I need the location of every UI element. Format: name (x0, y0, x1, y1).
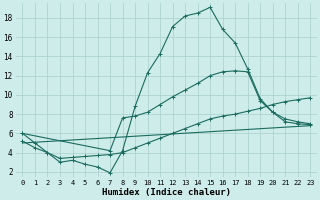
X-axis label: Humidex (Indice chaleur): Humidex (Indice chaleur) (102, 188, 231, 197)
